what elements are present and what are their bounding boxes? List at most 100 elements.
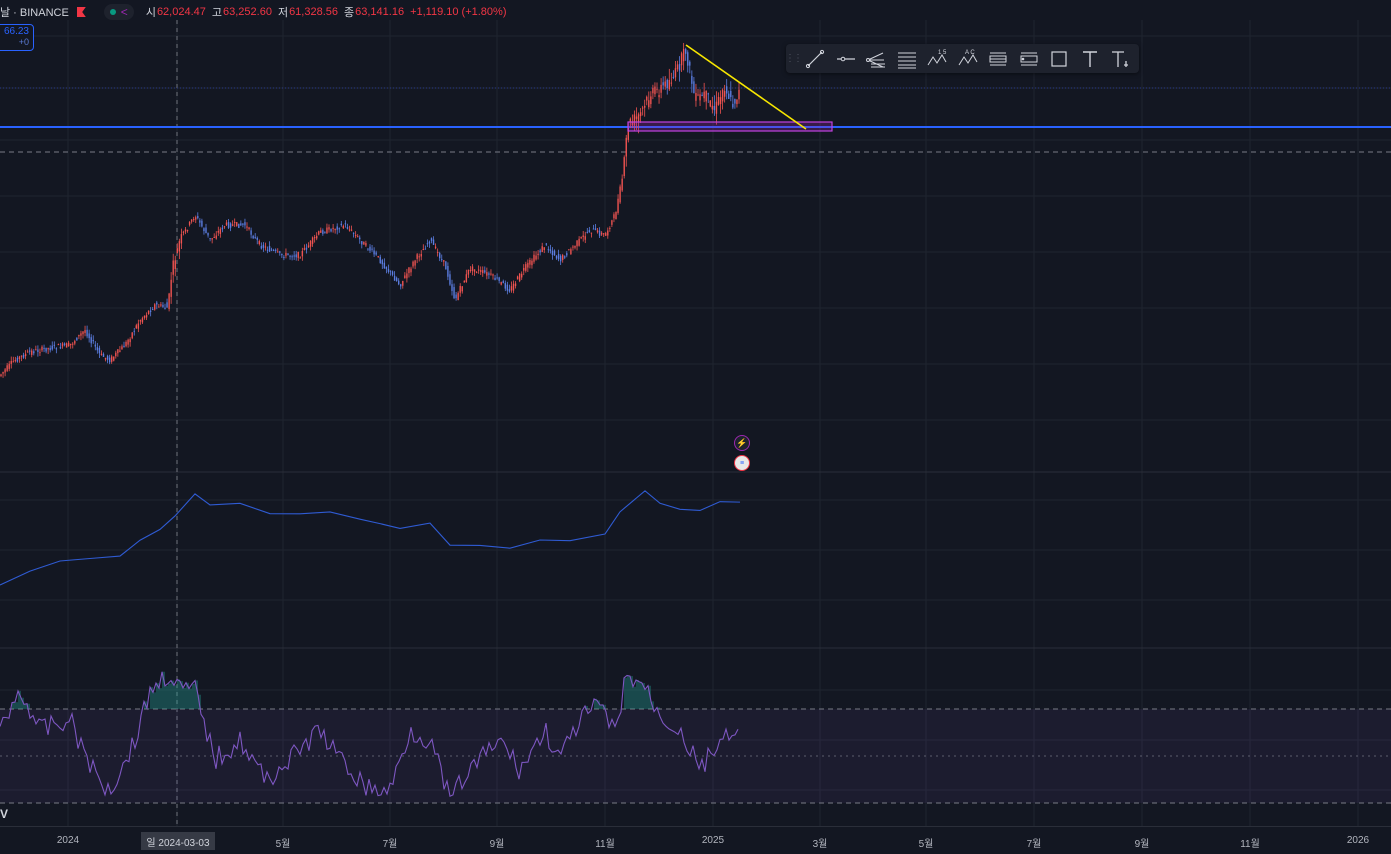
horizontal-ray-icon[interactable] [831,44,862,73]
candle-body [113,356,115,361]
xabcd-pattern-icon[interactable]: 1 5 [922,44,953,73]
candle-body [648,100,650,108]
trendline-drawing[interactable] [685,44,807,130]
trend-line-icon[interactable] [800,44,831,73]
candle-body [88,333,90,339]
pattern2-letters: A C [965,50,975,56]
high-value: 63,252.60 [223,6,272,18]
price-candles[interactable] [0,42,740,378]
candle-body [199,220,201,223]
candle-body [398,280,400,285]
candle-body [0,374,2,376]
pitchfork-icon[interactable] [861,44,892,73]
candle-body [238,223,240,228]
candle-body [662,82,664,86]
candle-body [49,348,51,351]
candle-body [35,349,37,351]
tradingview-logo[interactable]: V [0,807,9,821]
candle-body [674,68,677,78]
candle-body [270,249,273,251]
candle-body [719,97,722,105]
low-value: 61,328.56 [289,6,338,18]
candle-body [652,87,654,94]
candle-body [432,239,435,245]
candle-body [33,351,35,354]
rectangle-icon[interactable] [1044,44,1075,73]
candle-body [533,254,535,262]
candle-body [418,256,420,258]
candle-body [377,256,379,258]
candle-body [393,275,396,281]
candle-body [371,248,373,250]
candle-body [4,369,6,373]
time-axis-label: 9월 [1134,839,1150,850]
candle-body [553,250,556,256]
rsi-line[interactable] [0,671,739,797]
text-icon[interactable] [1075,44,1106,73]
indicator-value-badge[interactable]: 66.23 +0 [0,24,34,51]
candle-body [272,249,275,251]
candle-body [8,363,10,369]
candle-body [523,267,525,271]
candle-body [123,345,125,348]
candle-body [453,287,455,299]
candle-body [406,273,408,279]
short-position-icon[interactable] [1014,44,1045,73]
fib-retracement-icon[interactable] [892,44,923,73]
candle-body [467,269,470,275]
candle-body [605,233,607,236]
candle-body [152,309,154,311]
candle-body [229,223,232,228]
candle-body [713,105,716,111]
change-value: +1,119.10 (+1.80%) [410,6,507,18]
candle-body [29,350,31,352]
drawing-toolbar[interactable]: ⋮⋮ 1 5 A C [785,44,1139,73]
candle-body [268,246,271,252]
lightning-event-icon[interactable]: ⚡ [734,435,750,451]
rectangle-drawing[interactable] [627,121,833,132]
abcd-pattern-icon[interactable]: A C [953,44,984,73]
candle-body [303,248,306,250]
drag-handle-icon[interactable]: ⋮⋮ [785,53,803,64]
candle-body [477,269,480,271]
candle-body [576,240,578,247]
share-icon[interactable]: < [120,5,128,19]
candle-body [262,244,265,248]
open-label: 시 [145,7,156,19]
candle-body [225,222,228,225]
candle-body [408,267,410,274]
candle-body [246,226,248,228]
candle-body [617,198,619,213]
time-axis[interactable]: 일 2024-03-03 2024 5월 7월 9월 11월 2025 3월 5월 7월 9월 11… [0,826,1391,854]
candle-body [67,342,70,347]
candle-body [535,255,537,260]
indicator-line[interactable] [0,490,741,586]
market-status-pill[interactable]: < [103,4,134,20]
candle-body [471,266,474,271]
candle-body [631,121,634,126]
candle-body [164,307,166,309]
candle-body [562,255,564,260]
candle-body [502,281,504,284]
candle-body [555,255,558,259]
candle-body [182,231,185,233]
candle-body [31,350,33,355]
candle-body [518,273,521,282]
flag-icon[interactable] [76,7,86,17]
candle-body [279,251,281,253]
candle-body [721,89,724,102]
candle-body [250,230,252,235]
candle-body [201,220,203,227]
candle-body [428,241,431,244]
candle-body [691,75,693,84]
long-position-icon[interactable] [983,44,1014,73]
anchored-text-icon[interactable] [1105,44,1136,73]
symbol-title[interactable]: 날 · BINANCE [0,7,69,19]
us-flag-event-icon[interactable]: ≡ [734,455,750,471]
time-axis-label: 5월 [918,839,934,850]
candle-body [715,101,718,114]
candle-body [564,256,566,258]
candle-body [672,76,675,78]
candle-body [650,96,652,105]
